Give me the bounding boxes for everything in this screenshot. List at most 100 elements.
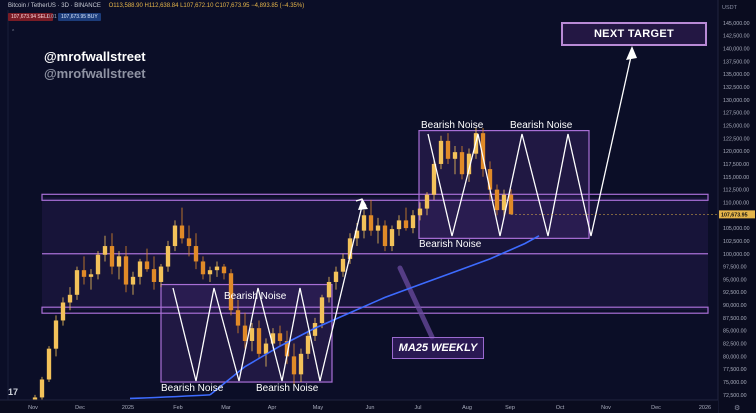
candle-body: [158, 266, 164, 282]
y-tick-label: 77,500.00: [723, 367, 747, 373]
bearish-noise-label: Bearish Noise: [256, 383, 319, 394]
candle-body: [123, 256, 129, 285]
consolidation-box-2: [418, 129, 590, 239]
x-tick-label: May: [313, 405, 324, 411]
candle-body: [424, 194, 430, 209]
y-tick-label: 112,500.00: [723, 188, 749, 194]
sell-button[interactable]: 107,673.94 SELL: [8, 13, 53, 21]
y-tick-label: 132,500.00: [723, 85, 750, 91]
candle-body: [60, 302, 66, 321]
y-tick-label: 135,000.00: [723, 72, 750, 78]
current-price-marker: [719, 210, 755, 219]
candle-body: [396, 220, 402, 230]
candle-body: [193, 246, 199, 262]
y-tick-label: 97,500.00: [723, 265, 747, 271]
chart-title: Bitcoin / TetherUS · 3D · BINANCE: [8, 3, 101, 9]
watermark-secondary: @mrofwallstreet: [44, 66, 146, 81]
candle-body: [39, 379, 45, 398]
candle-body: [508, 194, 514, 215]
candle-body: [165, 246, 171, 267]
candle-body: [249, 328, 255, 341]
y-tick-label: 102,500.00: [723, 239, 750, 245]
candle-body: [403, 220, 409, 229]
tradingview-logo: 17: [8, 387, 19, 397]
candle-body: [354, 230, 360, 239]
current-price-label: 107,673.95: [721, 212, 748, 218]
candle-body: [291, 356, 297, 375]
x-tick-label: Oct: [556, 405, 565, 411]
bearish-noise-label: Bearish Noise: [224, 291, 287, 302]
y-tick-label: 105,000.00: [723, 226, 750, 232]
watermark-primary: @mrofwallstreet: [44, 49, 146, 64]
buy-button[interactable]: 107,673.95 BUY: [58, 13, 101, 21]
y-tick-label: 122,500.00: [723, 136, 750, 142]
candle-body: [137, 261, 143, 277]
y-tick-label: 140,000.00: [723, 46, 750, 52]
x-tick-label: Feb: [173, 405, 182, 411]
candle-body: [235, 310, 241, 326]
x-tick-label: Apr: [268, 405, 277, 411]
candle-body: [46, 348, 52, 380]
candle-body: [214, 266, 220, 271]
candle-body: [501, 194, 507, 211]
candle-body: [200, 261, 206, 275]
x-tick-label: Mar: [221, 405, 231, 411]
y-tick-label: 115,000.00: [723, 175, 749, 181]
ma25-weekly-line: [209, 235, 540, 396]
candle-body: [389, 229, 395, 247]
lower-support-level-line: [41, 306, 709, 314]
y-tick-label: 142,500.00: [723, 34, 750, 40]
candle-body: [298, 353, 304, 375]
candle-body: [438, 140, 444, 164]
candle-body: [88, 274, 94, 277]
candle-body: [466, 153, 472, 175]
candle-body: [326, 281, 332, 298]
candle-body: [53, 320, 59, 349]
candle-body: [130, 276, 136, 285]
ma25-weekly-line-tail: [129, 394, 211, 400]
next-target-label: NEXT TARGET: [561, 22, 707, 46]
candle-body: [256, 328, 262, 354]
x-tick-label: Nov: [601, 405, 611, 411]
currency-label: USDT: [722, 5, 738, 11]
collapse-chevron-icon[interactable]: ⌃: [11, 29, 16, 35]
candle-body: [263, 343, 269, 354]
resistance-level-line: [41, 193, 709, 201]
buy-label: BUY: [87, 14, 98, 20]
candle-body: [67, 294, 73, 303]
candle-body: [494, 189, 500, 211]
y-tick-label: 137,500.00: [723, 59, 750, 65]
candle-body: [151, 269, 157, 282]
ma-pointer-line: [397, 265, 435, 340]
chart-header: Bitcoin / TetherUS · 3D · BINANCE O113,5…: [8, 3, 304, 9]
candle-body: [284, 340, 290, 357]
candle-body: [221, 266, 227, 274]
candle-body: [410, 215, 416, 229]
y-tick-label: 75,000.00: [723, 380, 747, 386]
candle-body: [95, 254, 101, 275]
candle-body: [270, 333, 276, 344]
candle-body: [74, 270, 80, 295]
candle-body: [319, 297, 325, 324]
candle-body: [340, 258, 346, 272]
y-tick-label: 90,000.00: [723, 303, 747, 309]
candle-body: [312, 323, 318, 336]
x-tick-label: Jul: [414, 405, 421, 411]
bearish-noise-label: Bearish Noise: [419, 239, 482, 250]
y-tick-label: 87,500.00: [723, 316, 747, 322]
x-tick-label: Sep: [505, 405, 515, 411]
gear-icon[interactable]: ⚙: [734, 404, 740, 412]
y-tick-label: 145,000.00: [723, 21, 750, 27]
candle-body: [207, 270, 213, 275]
bearish-noise-label: Bearish Noise: [161, 383, 224, 394]
y-tick-label: 100,000.00: [723, 252, 750, 258]
x-tick-label: Jun: [366, 405, 375, 411]
candle-body: [186, 238, 192, 247]
candle-body: [445, 140, 451, 159]
bearish-noise-label: Bearish Noise: [510, 120, 573, 131]
candle-body: [368, 215, 374, 231]
time-axis-panel: [0, 400, 718, 413]
sell-label: SELL: [37, 14, 50, 20]
